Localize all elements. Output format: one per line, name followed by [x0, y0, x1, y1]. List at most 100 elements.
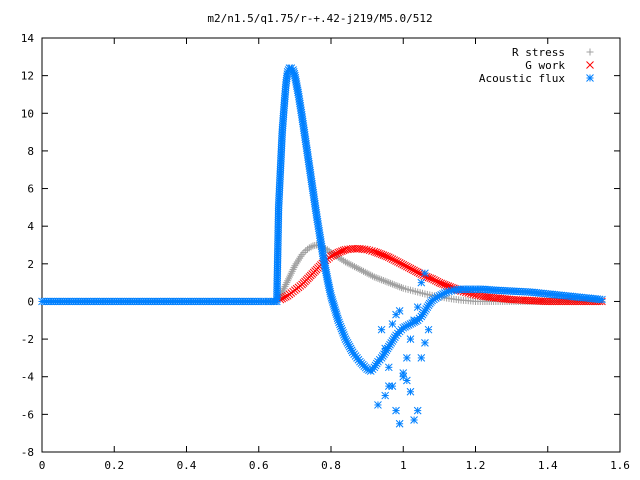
data-point	[428, 275, 437, 283]
data-point	[410, 416, 418, 424]
data-point	[392, 281, 400, 289]
data-point	[302, 247, 310, 255]
series-g-work	[276, 244, 606, 306]
data-point	[421, 269, 429, 278]
data-point	[413, 268, 422, 277]
data-point	[431, 276, 440, 285]
data-point	[396, 283, 404, 291]
data-point	[388, 255, 397, 263]
x-tick-label: 0.2	[104, 459, 124, 472]
data-point	[386, 254, 395, 263]
data-point	[370, 273, 378, 281]
x-tick-label: 0.8	[321, 459, 341, 472]
data-point	[392, 310, 400, 319]
data-point	[300, 249, 308, 257]
data-point	[392, 257, 400, 265]
data-point	[360, 267, 368, 275]
series-acoustic-flux-scatter	[374, 269, 433, 428]
data-point	[385, 279, 393, 287]
legend-marker	[586, 48, 594, 56]
data-point	[363, 269, 371, 277]
data-point	[415, 269, 424, 278]
data-point	[379, 277, 387, 285]
x-tick-label: 1.2	[466, 459, 486, 472]
data-point	[365, 246, 374, 255]
data-point	[374, 274, 382, 282]
data-point	[387, 279, 395, 287]
data-point	[399, 260, 408, 269]
data-point	[340, 257, 348, 265]
y-tick-label: -6	[21, 408, 34, 421]
series-layer	[38, 64, 606, 428]
data-point	[381, 391, 390, 400]
data-point	[330, 250, 339, 259]
data-point	[349, 262, 357, 270]
legend-marker	[586, 61, 594, 69]
legend-label: R stress	[512, 46, 565, 59]
data-point	[401, 261, 409, 270]
data-point	[417, 278, 426, 287]
y-tick-label: -2	[21, 333, 34, 346]
data-point	[377, 325, 386, 334]
data-point	[360, 245, 369, 254]
y-tick-label: 10	[21, 107, 34, 120]
data-point	[378, 276, 386, 284]
x-tick-label: 1.6	[610, 459, 630, 472]
y-tick-label: 8	[27, 145, 34, 158]
y-tick-label: -8	[21, 446, 34, 459]
data-point	[280, 293, 288, 302]
data-point	[361, 268, 369, 276]
legend-label: G work	[525, 59, 565, 72]
data-point	[383, 278, 391, 286]
data-point	[368, 247, 376, 255]
data-point	[390, 281, 398, 289]
legend-marker	[586, 74, 594, 82]
data-point	[406, 264, 415, 273]
data-point	[341, 258, 349, 266]
data-point	[305, 244, 313, 252]
data-point	[354, 265, 362, 273]
data-point	[404, 263, 413, 272]
data-point	[474, 291, 482, 300]
data-point	[403, 262, 411, 271]
data-point	[363, 245, 371, 254]
data-point	[403, 376, 411, 385]
data-point	[374, 401, 382, 409]
data-point	[408, 265, 417, 274]
data-point	[410, 316, 418, 325]
data-point	[381, 277, 389, 285]
data-point	[356, 265, 364, 273]
y-tick-label: 4	[27, 220, 34, 233]
data-point	[376, 275, 384, 283]
y-tick-label: 12	[21, 70, 34, 83]
data-point	[393, 258, 402, 266]
data-point	[412, 267, 420, 276]
y-tick-label: 6	[27, 183, 34, 196]
data-point	[399, 369, 408, 377]
data-point	[388, 320, 397, 328]
data-point	[338, 256, 346, 264]
data-point	[347, 261, 355, 269]
data-point	[424, 325, 433, 334]
data-point	[281, 292, 290, 301]
data-point	[430, 275, 438, 284]
data-point	[367, 271, 375, 279]
series-acoustic-flux	[38, 64, 606, 375]
data-point	[406, 387, 415, 396]
data-point	[350, 263, 358, 271]
data-point	[384, 382, 393, 390]
data-point	[381, 344, 390, 353]
data-point	[384, 363, 393, 372]
data-point	[327, 252, 335, 261]
data-point	[365, 270, 373, 278]
data-point	[345, 260, 353, 268]
data-point	[395, 259, 404, 267]
y-tick-label: 0	[27, 295, 34, 308]
plot-area-frame	[41, 37, 621, 453]
data-point	[358, 266, 366, 274]
data-point	[406, 335, 415, 343]
data-point	[390, 256, 399, 264]
data-point	[397, 259, 406, 268]
data-point	[403, 354, 411, 362]
